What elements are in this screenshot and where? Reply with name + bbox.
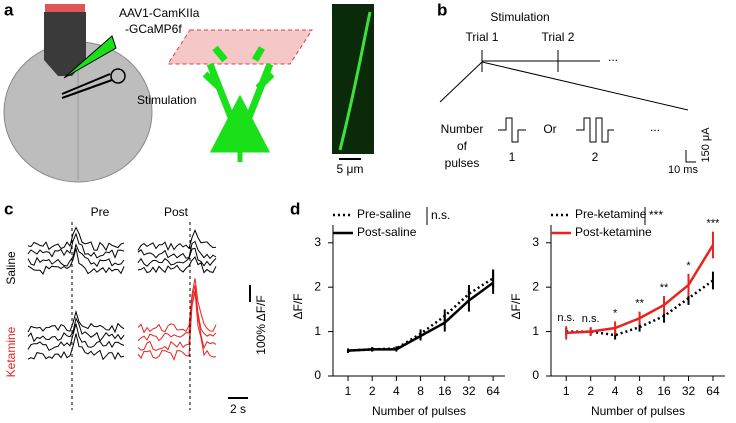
x-tick-label: 64 <box>486 384 500 398</box>
trace <box>27 323 125 351</box>
pulse-1 <box>498 117 526 143</box>
legend-note: *** <box>649 208 663 222</box>
x-tick-label: 16 <box>438 384 452 398</box>
y-tick-label: 1 <box>532 324 539 338</box>
y-tick-label: 0 <box>314 368 321 382</box>
legend-note: n.s. <box>431 208 450 222</box>
trace <box>137 278 217 334</box>
or-label: Or <box>543 122 556 136</box>
option-label: 1 <box>509 150 516 164</box>
trace <box>137 228 217 252</box>
trial-label: Trial 2 <box>542 30 575 44</box>
panel-label: d <box>290 199 300 218</box>
significance-label: ** <box>660 282 669 294</box>
panel-label: b <box>437 0 447 19</box>
significance-label: *** <box>707 218 721 230</box>
stim-title: Stimulation <box>490 10 549 24</box>
trace <box>137 247 217 267</box>
scale-label: 10 ms <box>668 164 698 176</box>
trace <box>27 232 125 259</box>
pipette <box>63 35 117 79</box>
x-tick-label: 2 <box>369 384 376 398</box>
trace <box>27 309 125 334</box>
scale-label: 150 μA <box>700 127 712 163</box>
axis <box>332 225 505 377</box>
panel-label: a <box>4 0 14 19</box>
x-tick-label: 32 <box>462 384 476 398</box>
option-label: 2 <box>592 150 599 164</box>
trace <box>27 243 125 268</box>
pulse-text: of <box>457 139 468 153</box>
legend-label: Post-saline <box>357 225 417 239</box>
x-tick-label: 1 <box>345 384 352 398</box>
x-tick-label: 64 <box>706 384 720 398</box>
ellipsis: ... <box>608 50 618 64</box>
electrode <box>61 73 113 99</box>
x-tick-label: 8 <box>636 384 643 398</box>
x-axis-label: Number of pulses <box>591 404 685 418</box>
neuron-soma <box>209 94 271 162</box>
scale-label: 100% ΔF/F <box>254 295 268 354</box>
legend-label: Pre-ketamine <box>575 207 647 221</box>
trace <box>27 316 125 343</box>
y-tick-label: 2 <box>532 279 539 293</box>
significance-label: * <box>686 260 691 272</box>
x-tick-label: 4 <box>393 384 400 398</box>
significance-label: * <box>613 307 618 319</box>
trace <box>27 248 125 275</box>
scale-label: 5 μm <box>337 162 364 176</box>
group-label: Saline <box>4 251 18 285</box>
significance-label: ** <box>635 298 644 310</box>
y-tick-label: 2 <box>314 279 321 293</box>
imaging-plane <box>167 29 313 65</box>
trace <box>137 240 217 260</box>
traces <box>27 226 217 361</box>
condition-label: Post <box>164 205 189 219</box>
pulse-text: Number <box>441 122 484 136</box>
neuron-dendrites <box>202 45 275 142</box>
y-tick-label: 1 <box>314 324 321 338</box>
trial-timeline <box>439 50 689 111</box>
significance-label: n.s. <box>557 312 575 324</box>
x-tick-label: 2 <box>587 384 594 398</box>
stimulation-label: Stimulation <box>137 93 196 107</box>
pulse-text: pulses <box>445 156 480 170</box>
x-tick-label: 8 <box>417 384 424 398</box>
virus-label: AAV1-CamKIIa <box>119 6 200 20</box>
trace <box>137 256 217 274</box>
x-tick-label: 1 <box>563 384 570 398</box>
x-tick-label: 16 <box>657 384 671 398</box>
dendrite <box>338 11 372 151</box>
y-tick-label: 3 <box>532 235 539 249</box>
trace <box>137 290 217 352</box>
legend-label: Pre-saline <box>357 207 411 221</box>
y-tick-label: 0 <box>532 368 539 382</box>
trace <box>27 333 125 361</box>
y-axis-label: ΔF/F <box>509 293 523 319</box>
electrode-coil <box>110 68 126 84</box>
virus-label: -GCaMP6f <box>125 22 182 36</box>
y-tick-label: 3 <box>314 235 321 249</box>
trace <box>137 285 217 342</box>
y-axis-label: ΔF/F <box>291 293 305 319</box>
x-tick-label: 32 <box>682 384 696 398</box>
panel-label: c <box>4 199 13 218</box>
trace <box>27 226 125 252</box>
legend-label: Post-ketamine <box>575 225 652 239</box>
ellipsis: ... <box>650 120 660 134</box>
group-label: Ketamine <box>4 326 18 377</box>
series-line <box>347 281 494 352</box>
objective <box>44 12 86 76</box>
trace <box>137 291 217 361</box>
scale-label: 2 s <box>230 402 246 416</box>
significance-label: n.s. <box>582 313 600 325</box>
scale-bar <box>685 150 696 163</box>
condition-label: Pre <box>91 205 110 219</box>
x-axis-label: Number of pulses <box>372 404 466 418</box>
pulse-2 <box>576 117 614 143</box>
objective-tip <box>45 4 85 12</box>
trial-label: Trial 1 <box>466 30 499 44</box>
x-tick-label: 4 <box>612 384 619 398</box>
